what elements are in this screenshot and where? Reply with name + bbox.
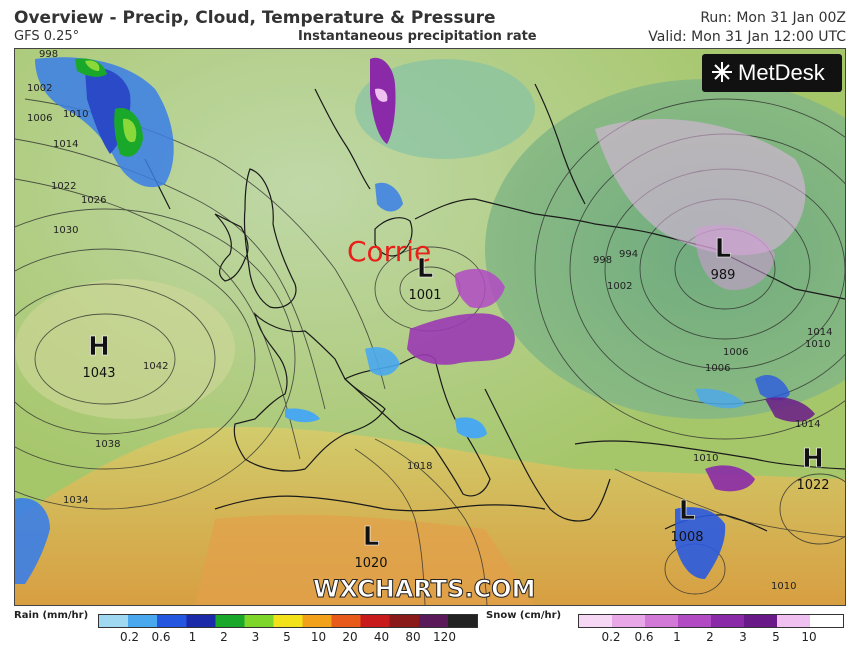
pressure-center-value: 1001 (408, 288, 441, 303)
legend-tick-label: 20 (342, 630, 358, 644)
isobar-label: 1010 (805, 339, 830, 350)
isobar-label: 1014 (807, 327, 832, 338)
pressure-center-value: 989 (711, 268, 736, 283)
isobar-label: 1002 (27, 83, 52, 94)
isobar-label: 1038 (95, 439, 120, 450)
isobar-label: 1002 (607, 281, 632, 292)
pressure-center-letter: L (363, 522, 380, 552)
pressure-center-letter: H (88, 332, 110, 362)
legend-tick-label: 2 (220, 630, 228, 644)
isobar-label: 1018 (407, 461, 432, 472)
isobar-label: 1030 (53, 225, 78, 236)
chart-header: Overview - Precip, Cloud, Temperature & … (0, 0, 860, 48)
rain-areas (15, 57, 790, 584)
legend-tick-label: 5 (772, 630, 780, 644)
legend-tick-label: 3 (739, 630, 747, 644)
pressure-center-low: L 1001 (408, 254, 441, 303)
legend-tick-label: 1 (673, 630, 681, 644)
isobar-label: 1006 (723, 347, 748, 358)
isobar-label: 994 (619, 249, 638, 260)
pressure-center-low: L 1008 (670, 496, 703, 545)
valid-time: Valid: Mon 31 Jan 12:00 UTC (648, 29, 846, 45)
pressure-center-high: H 1022 (796, 444, 829, 493)
legend-tick-label: 80 (405, 630, 421, 644)
pressure-centers: H 1043 L 1001 L 989 H 1022 L 1008 L 1020 (82, 234, 829, 571)
legend-tick-label: 0.6 (151, 630, 171, 644)
logo-text: MetDesk (738, 60, 825, 85)
legend-tick-label: 1 (188, 630, 197, 644)
pressure-center-value: 1020 (354, 556, 387, 571)
snow-color-bar (578, 614, 844, 628)
isobar-label: 998 (39, 49, 58, 60)
cloud-field-north (355, 59, 535, 159)
snow-areas (370, 57, 815, 492)
legend-tick-label: 120 (433, 630, 456, 644)
legend-tick-label: 10 (801, 630, 817, 644)
legend-tick-label: 0.2 (119, 630, 140, 644)
legend-tick-label: 5 (283, 630, 291, 644)
isobar-label: 1026 (81, 195, 106, 206)
isobar-label: 1010 (693, 453, 718, 464)
anticyclone-cloud (15, 279, 235, 419)
isobar-label: 1006 (705, 363, 730, 374)
legend-tick-label: 3 (251, 630, 260, 644)
pressure-center-letter: L (679, 496, 696, 526)
storm-name-label: Corrie (347, 235, 431, 268)
isobar-label: 1014 (53, 139, 78, 150)
map-canvas: Corrie H 1043 L 1001 L 989 H 1022 L 1008 L 1020 998… (15, 49, 845, 605)
rain-legend-title: Rain (mm/hr) (14, 610, 89, 621)
weather-map: Corrie H 1043 L 1001 L 989 H 1022 L 1008 L 1020 998… (14, 48, 846, 606)
isobar-label: 1034 (63, 495, 88, 506)
pressure-center-low: L 1020 (354, 522, 387, 571)
metdesk-logo: MetDesk (702, 54, 842, 92)
legend-tick-label: 0.6 (634, 630, 654, 644)
snow-legend-title: Snow (cm/hr) (486, 610, 562, 621)
isobar-label: 998 (593, 255, 612, 266)
isobars (15, 98, 845, 605)
run-time: Run: Mon 31 Jan 00Z (700, 10, 846, 26)
isobar-label: 1022 (51, 181, 76, 192)
rain-color-bar (98, 614, 478, 628)
legend-tick-label: 10 (310, 630, 327, 644)
metdesk-logo-icon (712, 62, 732, 82)
pressure-center-low: L 989 (711, 234, 736, 283)
pressure-center-letter: H (802, 444, 824, 474)
legend: Rain (mm/hr) 0.2 0.6 1 2 3 5 10 20 40 80 120 Snow … (0, 606, 860, 660)
pressure-center-high: H 1043 (82, 332, 115, 381)
legend-tick-label: 40 (373, 630, 390, 644)
pressure-center-value: 1008 (670, 530, 703, 545)
isobar-label: 1010 (63, 109, 88, 120)
isobar-label: 1010 (771, 581, 796, 592)
pressure-center-letter: L (417, 254, 434, 284)
pressure-center-value: 1043 (82, 366, 115, 381)
pressure-center-letter: L (715, 234, 732, 264)
isobar-label: 1006 (27, 113, 52, 124)
isobar-label: 1014 (795, 419, 820, 430)
chart-title: Overview - Precip, Cloud, Temperature & … (14, 8, 496, 28)
legend-tick-label: 2 (706, 630, 714, 644)
pressure-center-value: 1022 (796, 478, 829, 493)
sahara-field (195, 514, 535, 605)
legend-tick-label: 0.2 (601, 630, 621, 644)
watermark-text: WXCHARTS.COM (313, 575, 535, 603)
isobar-label: 1042 (143, 361, 168, 372)
product-label: Instantaneous precipitation rate (298, 29, 537, 44)
model-label: GFS 0.25° (14, 29, 80, 44)
